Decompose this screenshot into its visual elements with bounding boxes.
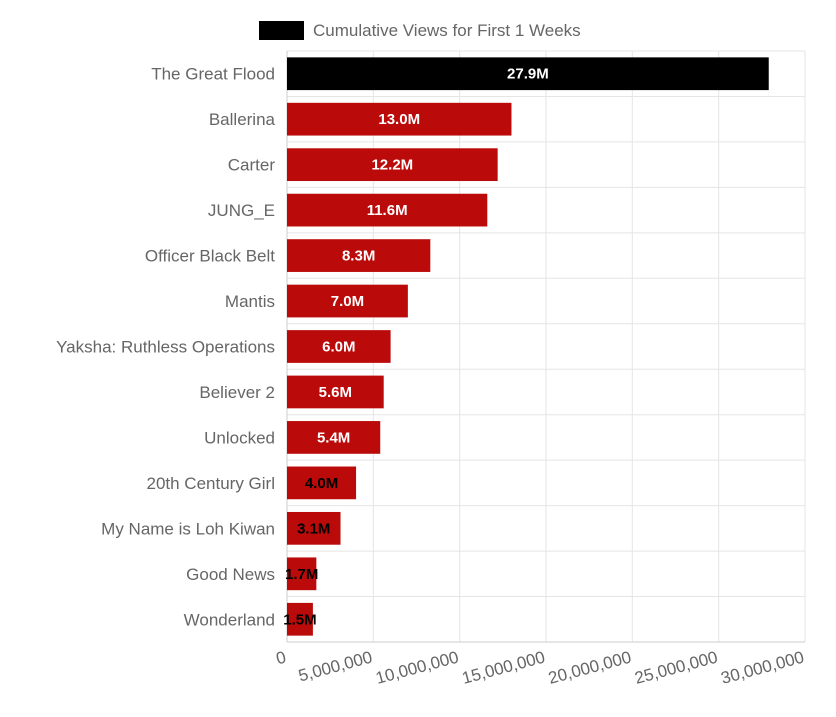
category-label: Believer 2 [199, 383, 275, 402]
bar [287, 330, 391, 363]
x-tick-label: 30,000,000 [719, 648, 806, 688]
category-label: Carter [228, 156, 276, 175]
legend: Cumulative Views for First 1 Weeks [259, 21, 581, 40]
bar [287, 466, 357, 500]
category-label: Wonderland [184, 610, 275, 629]
category-label: My Name is Loh Kiwan [101, 519, 275, 538]
x-tick-label: 25,000,000 [633, 648, 720, 688]
grid [286, 50, 806, 643]
bar [287, 102, 512, 136]
data-label: 1.5M [283, 611, 316, 628]
bars [287, 57, 769, 636]
category-label: Ballerina [209, 110, 276, 129]
category-label: The Great Flood [151, 65, 275, 84]
data-label: 5.4M [317, 429, 350, 446]
x-tick-label: 5,000,000 [296, 648, 374, 686]
category-label: Yaksha: Ruthless Operations [56, 338, 275, 357]
data-label: 12.2M [371, 157, 413, 174]
bar [287, 284, 408, 318]
data-label: 27.9M [507, 66, 549, 83]
data-label: 8.3M [342, 248, 375, 265]
data-label: 5.6M [319, 384, 352, 401]
bar [287, 57, 769, 91]
category-label: JUNG_E [208, 201, 275, 220]
category-label: Mantis [225, 292, 275, 311]
bar [287, 602, 313, 636]
bar [287, 375, 384, 409]
category-label: 20th Century Girl [147, 474, 276, 493]
x-axis-ticks: 0 5,000,000 10,000,000 15,000,000 20,000,000… [274, 648, 806, 688]
category-label: Unlocked [204, 428, 275, 447]
bar [287, 193, 488, 227]
data-label: 6.0M [322, 339, 355, 356]
x-tick-label: 15,000,000 [460, 648, 547, 688]
category-label: Officer Black Belt [145, 247, 275, 266]
data-labels: 27.9M 13.0M 12.2M 11.6M 8.3M 7.0M 6.0M 5.6M 5.4M… [283, 66, 548, 629]
bar [287, 511, 341, 545]
data-label: 7.0M [331, 293, 364, 310]
bar [287, 557, 317, 591]
x-tick-label: 20,000,000 [546, 648, 633, 688]
bar [287, 421, 381, 454]
bar [287, 239, 431, 272]
data-label: 11.6M [367, 202, 408, 219]
data-label: 3.1M [297, 520, 330, 537]
legend-label: Cumulative Views for First 1 Weeks [313, 21, 581, 40]
category-label: Good News [186, 565, 275, 584]
data-label: 13.0M [378, 111, 420, 128]
bar [287, 148, 498, 182]
x-tick-label: 0 [274, 648, 288, 669]
x-tick-label: 10,000,000 [374, 648, 461, 688]
data-label: 1.7M [285, 566, 318, 583]
data-label: 4.0M [305, 475, 338, 492]
category-labels: The Great Flood Ballerina Carter JUNG_E Offi… [56, 65, 275, 630]
legend-swatch [259, 21, 304, 40]
